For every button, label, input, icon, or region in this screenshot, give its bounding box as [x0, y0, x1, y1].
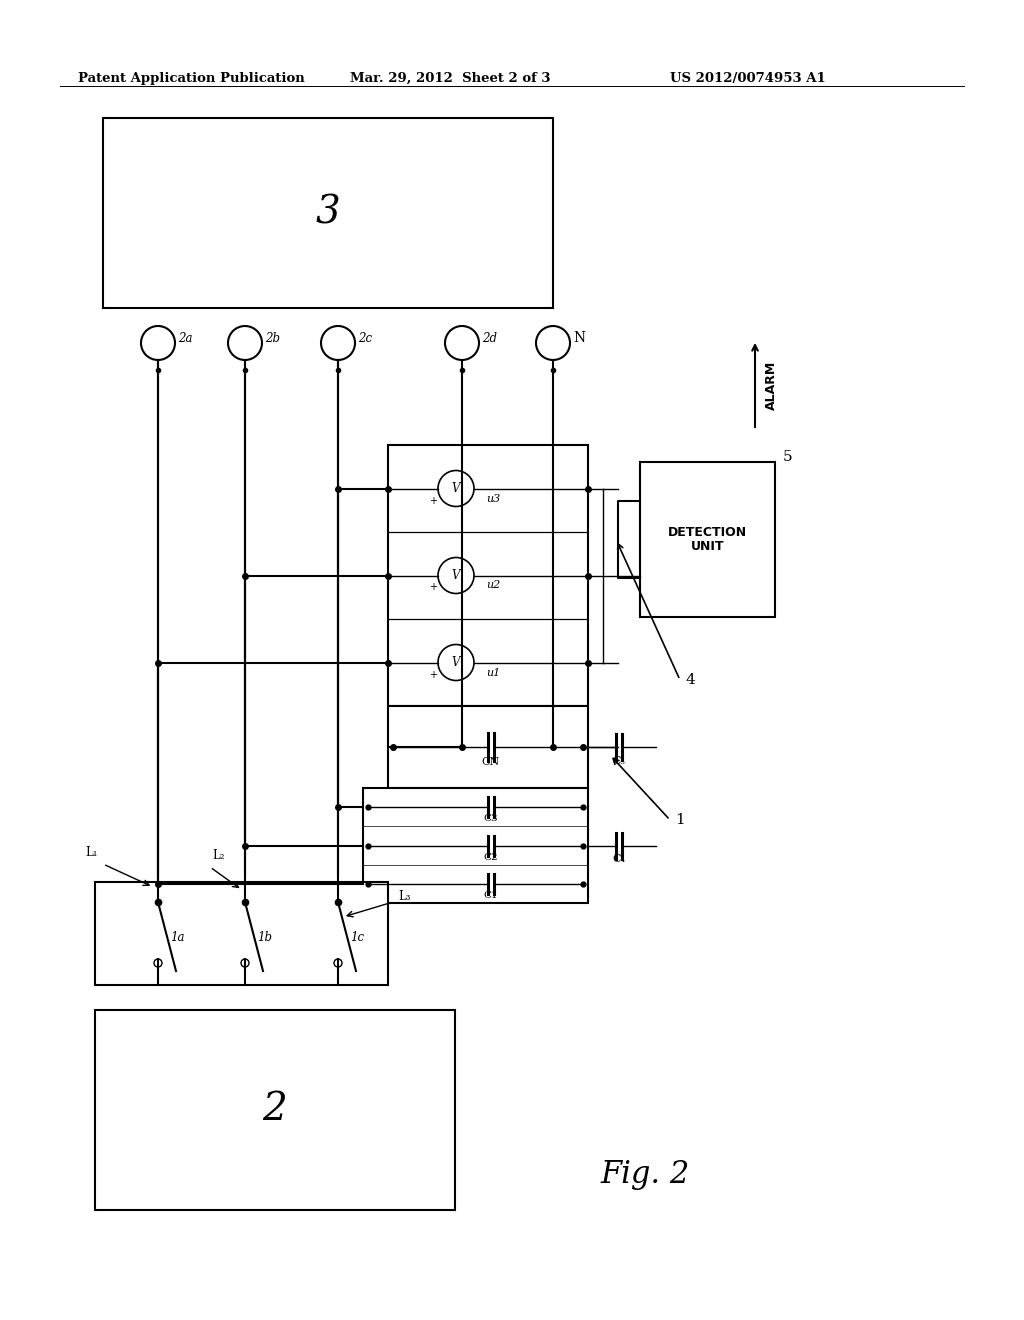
- Circle shape: [438, 470, 474, 507]
- Text: +: +: [429, 669, 437, 680]
- Text: Mar. 29, 2012  Sheet 2 of 3: Mar. 29, 2012 Sheet 2 of 3: [350, 73, 551, 84]
- Text: 3: 3: [315, 194, 340, 231]
- Bar: [95, 1010, 455, 1210]
- Text: 2c: 2c: [358, 331, 372, 345]
- Bar: [103, 117, 553, 308]
- Text: 1a: 1a: [170, 931, 184, 944]
- Text: ALARM: ALARM: [765, 360, 778, 409]
- Text: 5: 5: [783, 450, 793, 465]
- Text: Fig. 2: Fig. 2: [600, 1159, 689, 1191]
- Text: CN: CN: [482, 756, 500, 767]
- Bar: [640, 462, 775, 616]
- Text: Patent Application Publication: Patent Application Publication: [78, 73, 305, 84]
- Circle shape: [241, 960, 249, 968]
- Text: V: V: [452, 569, 460, 582]
- Text: 2a: 2a: [178, 331, 193, 345]
- Text: L₁: L₁: [85, 846, 98, 859]
- Text: 1c: 1c: [350, 931, 365, 944]
- Text: 2: 2: [262, 1092, 288, 1129]
- Bar: [388, 706, 588, 788]
- Text: u2: u2: [486, 581, 501, 590]
- Text: 2d: 2d: [482, 331, 497, 345]
- Text: N: N: [573, 331, 585, 345]
- Text: C1: C1: [483, 891, 499, 900]
- Text: DETECTION
UNIT: DETECTION UNIT: [668, 525, 748, 553]
- Text: V: V: [452, 656, 460, 669]
- Circle shape: [321, 326, 355, 360]
- Text: u3: u3: [486, 494, 501, 503]
- Text: L₃: L₃: [398, 891, 411, 903]
- Text: 1b: 1b: [257, 931, 272, 944]
- Circle shape: [445, 326, 479, 360]
- Circle shape: [536, 326, 570, 360]
- Circle shape: [228, 326, 262, 360]
- Text: US 2012/0074953 A1: US 2012/0074953 A1: [670, 73, 825, 84]
- Circle shape: [334, 960, 342, 968]
- Text: 4: 4: [685, 673, 694, 686]
- Text: +: +: [429, 495, 437, 506]
- Text: 2b: 2b: [265, 331, 280, 345]
- Text: V: V: [452, 482, 460, 495]
- Circle shape: [154, 960, 162, 968]
- Circle shape: [438, 644, 474, 681]
- Text: L₂: L₂: [212, 849, 224, 862]
- Bar: [362, 788, 588, 903]
- Bar: [388, 445, 588, 706]
- Text: u1: u1: [486, 668, 501, 677]
- Text: C2: C2: [483, 853, 499, 862]
- Circle shape: [141, 326, 175, 360]
- Bar: [95, 882, 388, 985]
- Circle shape: [438, 557, 474, 594]
- Text: C₄: C₄: [612, 854, 626, 865]
- Text: 1: 1: [675, 813, 685, 828]
- Text: C₅: C₅: [612, 756, 626, 766]
- Text: +: +: [429, 582, 437, 593]
- Text: C3: C3: [483, 814, 499, 824]
